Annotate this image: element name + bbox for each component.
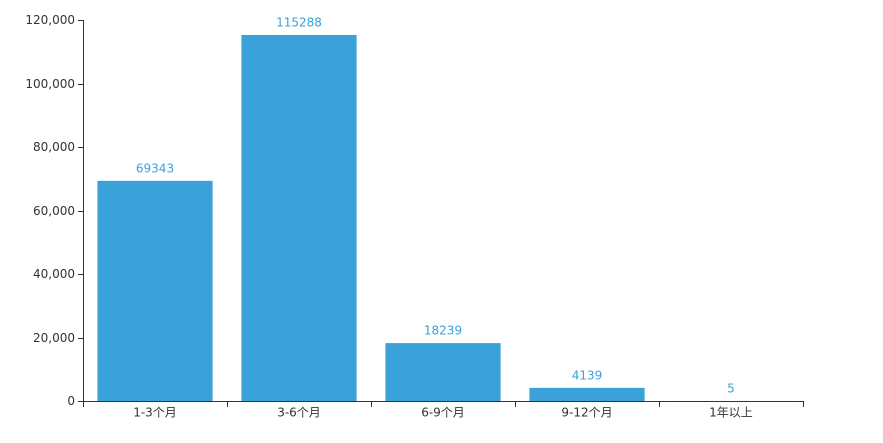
value-label: 4139 (572, 368, 603, 382)
value-label: 69343 (136, 161, 174, 175)
value-label: 5 (727, 381, 735, 395)
bar (241, 34, 357, 401)
value-label: 115288 (276, 15, 322, 29)
bar (97, 180, 213, 401)
x-tick-label: 1-3个月 (133, 406, 177, 420)
y-tick-label: 40,000 (33, 267, 75, 281)
bar (529, 387, 645, 401)
y-tick-label: 80,000 (33, 140, 75, 154)
x-tick-label: 9-12个月 (561, 406, 612, 420)
x-tick-label: 6-9个月 (421, 406, 465, 420)
y-tick-label: 20,000 (33, 331, 75, 345)
y-tick-label: 60,000 (33, 204, 75, 218)
y-tick-label: 120,000 (25, 13, 75, 27)
x-tick-label: 1年以上 (709, 406, 753, 420)
x-tick-label: 3-6个月 (277, 406, 321, 420)
value-label: 18239 (424, 324, 462, 338)
bar (385, 343, 501, 401)
y-tick-label: 0 (67, 394, 75, 408)
y-tick-label: 100,000 (25, 77, 75, 91)
